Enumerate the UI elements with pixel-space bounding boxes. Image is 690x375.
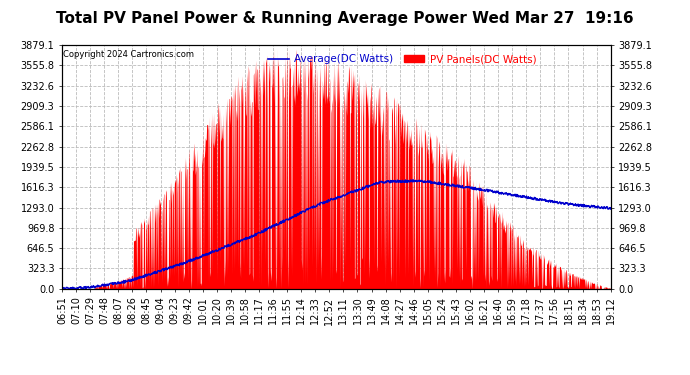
Legend: Average(DC Watts), PV Panels(DC Watts): Average(DC Watts), PV Panels(DC Watts) — [264, 50, 540, 69]
Text: Total PV Panel Power & Running Average Power Wed Mar 27  19:16: Total PV Panel Power & Running Average P… — [56, 11, 634, 26]
Text: Copyright 2024 Cartronics.com: Copyright 2024 Cartronics.com — [63, 50, 194, 59]
